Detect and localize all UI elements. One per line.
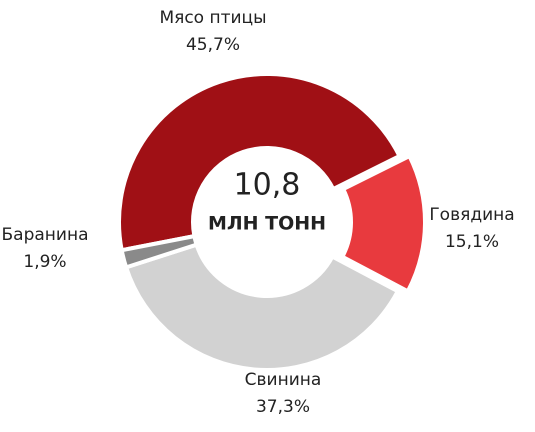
center-value: 10,8 [234,168,301,203]
donut [117,72,427,372]
slice [339,153,427,295]
value-label: 1,9% [23,252,66,272]
slice [123,242,401,372]
slice-label: Свинина [245,370,322,390]
value-label: 37,3% [256,397,310,417]
center-label: МЛН ТОНН [208,213,326,235]
value-label: 45,7% [186,35,240,55]
slice-label: Баранина [2,225,89,245]
donut-hole [195,150,339,294]
slice [119,233,200,270]
slice-label: Говядина [429,205,514,225]
slice [117,72,403,253]
value-label: 15,1% [445,232,499,252]
slice-label: Мясо птицы [159,8,266,28]
